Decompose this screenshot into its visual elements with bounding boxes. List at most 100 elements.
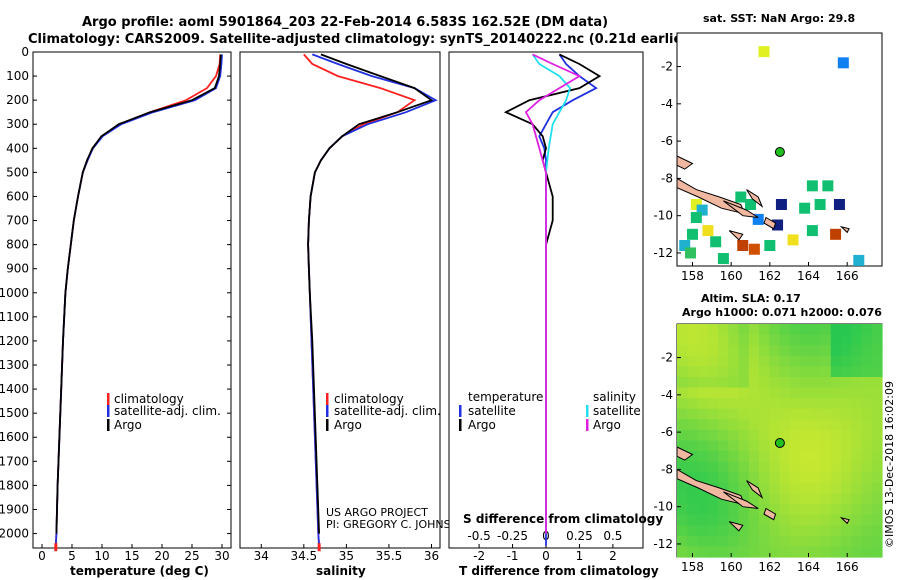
sla-cell bbox=[728, 387, 740, 399]
sla-cell bbox=[871, 366, 883, 378]
sla-cell bbox=[707, 398, 719, 410]
sla-cell bbox=[789, 366, 801, 378]
sla-cell bbox=[800, 451, 811, 463]
sla-cell bbox=[738, 461, 750, 473]
sla-cell bbox=[769, 451, 781, 463]
pressure-tick-label: 1900 bbox=[0, 502, 29, 516]
sla-cell bbox=[800, 366, 811, 378]
sla-cell bbox=[728, 429, 740, 442]
sla-cell bbox=[841, 366, 852, 378]
sla-cell bbox=[871, 419, 883, 431]
sla-cell bbox=[707, 546, 719, 558]
sla-cell bbox=[810, 504, 822, 516]
sla-cell bbox=[687, 461, 699, 473]
sla-cell bbox=[871, 535, 883, 547]
sla-cell bbox=[738, 514, 750, 526]
x-tick-label: 0 bbox=[38, 549, 46, 563]
map-y-tick-label: -4 bbox=[661, 388, 673, 402]
sla-cell bbox=[769, 440, 781, 452]
map-x-tick-label: 162 bbox=[758, 269, 781, 283]
sla-cell bbox=[677, 408, 688, 420]
sla-cell bbox=[810, 451, 822, 463]
sla-cell bbox=[687, 546, 699, 558]
sla-cell bbox=[677, 334, 688, 346]
sla-cell bbox=[841, 525, 852, 537]
sla-cell bbox=[861, 377, 873, 389]
x-tick-label: 2 bbox=[609, 549, 617, 563]
sla-cell bbox=[677, 366, 688, 378]
salinity-frame bbox=[239, 51, 441, 549]
sla-cell bbox=[738, 493, 750, 505]
sla-cell bbox=[707, 324, 719, 336]
sla-cell bbox=[738, 504, 750, 516]
sla-cell bbox=[861, 398, 873, 410]
sla-cell bbox=[769, 482, 781, 495]
sla-cell bbox=[851, 493, 863, 505]
salinity-panel: 34 34.5 35 35.5 36 salinity climatology sate… bbox=[239, 51, 467, 578]
sla-cell bbox=[800, 345, 811, 357]
sla-cell bbox=[738, 345, 750, 357]
sla-cell bbox=[748, 355, 760, 367]
map-x-tick-label: 158 bbox=[681, 560, 704, 574]
sla-cell bbox=[820, 493, 832, 505]
difference-panel: -2 -1 0 1 2-0.5 -0.25 0 0.25 0.5 T difference fr… bbox=[448, 51, 663, 578]
sla-cell bbox=[871, 324, 883, 336]
sla-cell bbox=[759, 398, 770, 410]
sla-cell bbox=[697, 429, 709, 442]
sla-cell bbox=[789, 377, 801, 389]
sla-cell bbox=[718, 546, 729, 558]
sla-cell bbox=[748, 514, 760, 526]
sla-cell bbox=[718, 429, 729, 442]
sla-cell bbox=[718, 482, 729, 495]
sla-cell bbox=[697, 387, 709, 399]
map-y-tick-label: -6 bbox=[661, 134, 673, 148]
map-y-tick-label: -2 bbox=[661, 60, 673, 74]
sla-cell bbox=[687, 482, 699, 495]
sla-cell bbox=[779, 493, 791, 505]
sla-cell bbox=[728, 514, 740, 526]
sla-cell bbox=[851, 355, 863, 367]
sla-cell bbox=[718, 377, 729, 389]
sla-cell bbox=[810, 482, 822, 495]
sla-cell bbox=[841, 419, 852, 431]
salinity-x-axis: 34 34.5 35 35.5 36 bbox=[254, 544, 439, 563]
sla-cell bbox=[800, 398, 811, 410]
sla-cell bbox=[759, 345, 770, 357]
sla-cell bbox=[707, 345, 719, 357]
sla-cell bbox=[871, 504, 883, 516]
pressure-tick-label: 1200 bbox=[0, 334, 29, 348]
sla-cell bbox=[800, 546, 811, 558]
sst-cell bbox=[806, 225, 818, 237]
x-tick-label: 5 bbox=[68, 549, 76, 563]
sla-cell bbox=[820, 514, 832, 526]
sla-cell bbox=[779, 461, 791, 473]
x-tick-label: -1 bbox=[507, 549, 519, 563]
sla-cell bbox=[851, 461, 863, 473]
sla-cell bbox=[769, 408, 781, 420]
sla-cell bbox=[687, 440, 699, 452]
sla-cell bbox=[728, 366, 740, 378]
sla-cell bbox=[677, 504, 688, 516]
temperature-panel: 0100200300400500600700800900100011001200… bbox=[0, 45, 643, 578]
sla-cell bbox=[851, 535, 863, 547]
legend-satellite-label: satellite-adj. clim. bbox=[114, 404, 221, 418]
sla-cell bbox=[871, 440, 883, 452]
land-polygon bbox=[676, 446, 694, 461]
sla-cell bbox=[718, 440, 729, 452]
sst-cell bbox=[806, 180, 818, 192]
sla-cell bbox=[718, 504, 729, 516]
sla-cell bbox=[800, 514, 811, 526]
map-x-tick-label: 164 bbox=[797, 560, 820, 574]
pressure-tick-label: 1700 bbox=[0, 454, 29, 468]
land-polygon bbox=[839, 516, 850, 525]
sla-cell bbox=[779, 408, 791, 420]
pressure-tick-label: 1100 bbox=[0, 310, 29, 324]
sla-cell bbox=[759, 482, 770, 495]
sla-cell bbox=[728, 377, 740, 389]
sla-cell bbox=[748, 398, 760, 410]
sla-cell bbox=[677, 355, 688, 367]
sla-cell bbox=[728, 472, 740, 484]
sla-cell bbox=[677, 377, 688, 389]
sla-cell bbox=[871, 472, 883, 484]
sla-cell bbox=[851, 504, 863, 516]
